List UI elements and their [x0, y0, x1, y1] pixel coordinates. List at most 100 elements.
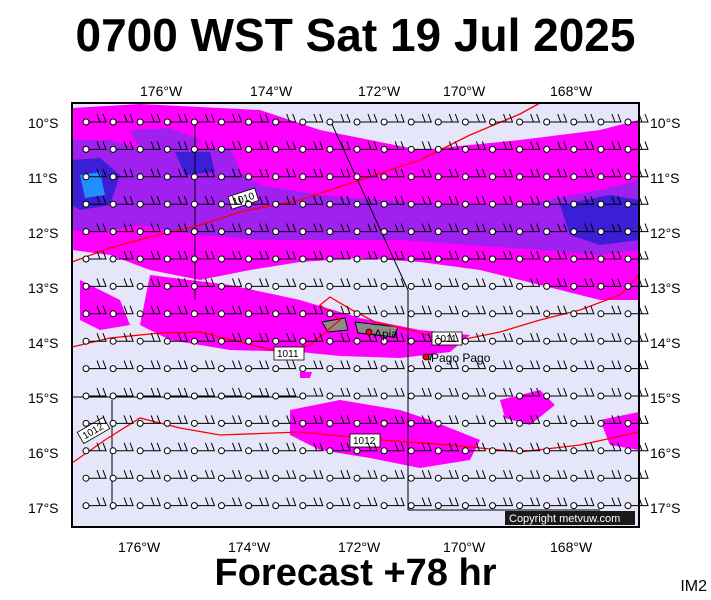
wind-barb — [353, 278, 378, 290]
wind-barb — [218, 113, 243, 126]
wind-barb — [272, 223, 297, 236]
wind-barb — [218, 278, 243, 290]
wind-barb — [299, 223, 324, 236]
wind-barb — [163, 278, 189, 290]
wind-barb — [326, 196, 351, 208]
wind-barb — [245, 141, 270, 153]
svg-text:10°S: 10°S — [28, 115, 59, 131]
wind-barb — [380, 360, 405, 373]
wind-barb — [461, 470, 487, 482]
wind-barb — [489, 305, 514, 318]
wind-barb — [82, 278, 107, 290]
wind-barb — [434, 196, 460, 208]
wind-barb — [434, 250, 460, 263]
wind-barb — [109, 333, 134, 345]
wind-barb — [570, 196, 595, 208]
wind-barb — [407, 278, 432, 290]
wind-barb — [434, 278, 460, 290]
svg-text:10°S: 10°S — [650, 115, 681, 131]
wind-barb — [489, 360, 514, 373]
wind-barb — [543, 250, 568, 263]
wind-barb — [570, 470, 595, 482]
wind-barb — [272, 442, 297, 455]
wind-barb — [109, 250, 134, 263]
wind-barb — [380, 387, 405, 400]
wind-barb — [109, 141, 134, 153]
svg-text:170°W: 170°W — [443, 539, 486, 555]
wind-barb — [299, 113, 324, 126]
copyright-box: Copyright metvuw.com — [505, 511, 635, 525]
wind-barb — [82, 113, 107, 126]
wind-barb — [624, 415, 649, 427]
wind-barb — [218, 415, 243, 427]
wind-barb — [245, 113, 270, 126]
wind-barb — [82, 360, 107, 373]
wind-barb — [380, 442, 405, 455]
svg-text:15°S: 15°S — [28, 390, 59, 406]
wind-barb — [82, 305, 107, 318]
wind-barb — [136, 223, 161, 236]
wind-barb — [516, 223, 541, 236]
wind-barb — [434, 442, 460, 455]
wind-barb — [570, 497, 595, 510]
wind-barb — [597, 497, 622, 510]
wind-barb — [272, 305, 297, 318]
svg-text:176°W: 176°W — [140, 83, 183, 99]
wind-barb — [489, 141, 514, 153]
wind-barb — [218, 470, 243, 482]
wind-barb — [299, 196, 324, 208]
wind-barb — [461, 415, 487, 427]
wind-barb — [407, 360, 432, 373]
wind-barb — [461, 113, 487, 126]
wind-barb — [190, 470, 216, 482]
wind-barb — [109, 387, 134, 400]
wind-barb — [461, 141, 487, 153]
wind-barb — [570, 141, 595, 153]
wind-barb — [136, 497, 161, 510]
wind-barb — [407, 196, 432, 208]
wind-barb — [272, 333, 297, 345]
map-frame — [71, 102, 640, 528]
svg-text:174°W: 174°W — [250, 83, 293, 99]
wind-barb — [299, 141, 324, 153]
wind-barb — [461, 278, 487, 290]
wind-barb — [407, 223, 432, 236]
wind-barb — [136, 250, 161, 263]
svg-text:15°S: 15°S — [650, 390, 681, 406]
wind-barb — [163, 141, 189, 153]
wind-barb — [489, 223, 514, 236]
svg-text:16°S: 16°S — [28, 445, 59, 461]
svg-text:17°S: 17°S — [28, 500, 59, 516]
wind-barb — [82, 470, 107, 482]
wind-barb — [272, 497, 297, 510]
wind-barb — [136, 168, 161, 181]
wind-barb — [190, 196, 216, 208]
town-pago-pago: Pago Pago — [422, 351, 491, 365]
wind-barb — [516, 333, 541, 345]
wind-barb — [489, 333, 514, 345]
wind-barb — [434, 387, 460, 400]
svg-text:174°W: 174°W — [228, 539, 271, 555]
wind-barb — [299, 168, 324, 181]
wind-barb — [136, 278, 161, 290]
wind-barb — [163, 497, 189, 510]
wind-barb — [516, 360, 541, 373]
svg-text:13°S: 13°S — [28, 280, 59, 296]
wind-barb — [326, 442, 351, 455]
wind-barb — [245, 305, 270, 318]
wind-barb — [380, 250, 405, 263]
wind-barb — [516, 168, 541, 181]
wind-barb — [489, 168, 514, 181]
wind-barb — [489, 250, 514, 263]
wind-barb — [326, 113, 351, 126]
wind-barb — [353, 415, 378, 427]
wind-barb — [461, 497, 487, 510]
wind-barb — [109, 168, 134, 181]
wind-barb — [597, 415, 622, 427]
wind-barb — [82, 141, 107, 153]
wind-barb — [190, 305, 216, 318]
lon-axis-bottom: 176°W 174°W 172°W 170°W 168°W — [118, 539, 593, 555]
product-code: IM2 — [680, 578, 707, 595]
wind-barb — [516, 278, 541, 290]
wind-barb — [461, 333, 487, 345]
